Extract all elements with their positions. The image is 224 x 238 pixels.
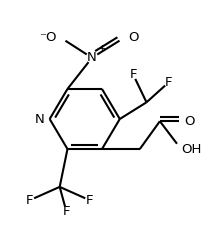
Text: OH: OH (181, 143, 201, 156)
Text: O: O (184, 115, 195, 128)
Text: F: F (86, 194, 93, 207)
Text: F: F (165, 76, 172, 89)
Text: O: O (129, 31, 139, 44)
Text: N: N (34, 113, 44, 125)
Text: ⁻O: ⁻O (39, 31, 56, 44)
Text: F: F (26, 194, 33, 207)
Text: N: N (87, 51, 97, 64)
Text: F: F (63, 205, 70, 218)
Text: +: + (98, 44, 106, 54)
Text: F: F (129, 68, 137, 81)
